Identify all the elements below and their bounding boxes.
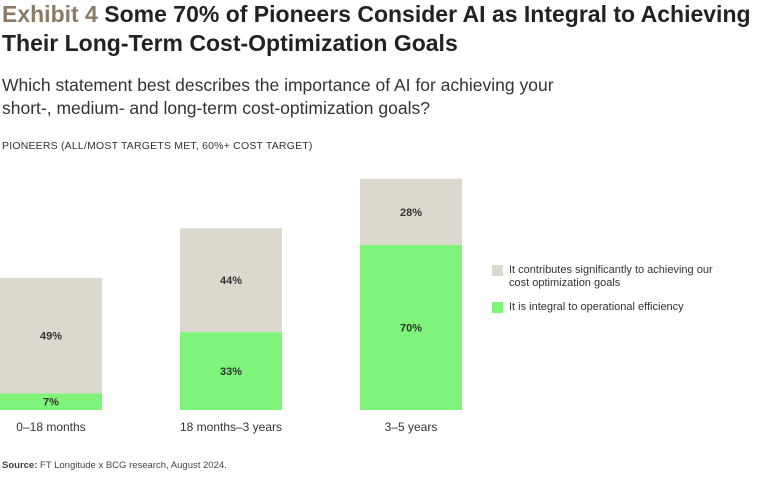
source-prefix: Source: bbox=[2, 460, 38, 471]
bar-value-label: 70% bbox=[400, 322, 422, 334]
legend-swatch-contributes bbox=[492, 265, 503, 276]
bar-segment-contributes bbox=[360, 178, 462, 245]
source-text: FT Longitude x BCG research, August 2024… bbox=[40, 460, 227, 471]
bar-segment-integral bbox=[360, 244, 462, 410]
bar-value-label: 7% bbox=[43, 397, 59, 409]
bar-value-label: 44% bbox=[220, 275, 242, 287]
bar-segment-integral bbox=[0, 393, 102, 410]
survey-question: Which statement best describes the impor… bbox=[2, 75, 554, 118]
bar-value-label: 33% bbox=[220, 366, 242, 378]
bar-segment-integral bbox=[180, 332, 282, 410]
bar-value-label: 28% bbox=[400, 207, 422, 219]
x-tick-label: 18 months–3 years bbox=[180, 420, 282, 434]
title-text: Some 70% of Pioneers Consider AI as Inte… bbox=[2, 1, 751, 56]
x-tick-label: 0–18 months bbox=[16, 420, 85, 434]
bar-segment-contributes bbox=[0, 277, 102, 394]
bar-segment-contributes bbox=[180, 228, 282, 333]
legend-label-integral: It is integral to operational efficiency bbox=[509, 301, 684, 313]
legend-item-contributes: It contributes significantly to achievin… bbox=[492, 264, 732, 290]
x-tick-label: 3–5 years bbox=[385, 420, 438, 434]
legend: It contributes significantly to achievin… bbox=[492, 264, 732, 325]
respondent-group-label: PIONEERS (ALL/MOST TARGETS MET, 60%+ COS… bbox=[2, 140, 313, 152]
exhibit-label: Exhibit 4 bbox=[2, 1, 98, 27]
source-note: Source: FT Longitude x BCG research, Aug… bbox=[2, 460, 227, 471]
legend-swatch-integral bbox=[492, 302, 503, 313]
legend-item-integral: It is integral to operational efficiency bbox=[492, 301, 732, 314]
chart-title: Exhibit 4 Some 70% of Pioneers Consider … bbox=[2, 0, 766, 58]
legend-label-contributes: It contributes significantly to achievin… bbox=[509, 264, 713, 289]
bar-value-label: 49% bbox=[40, 331, 62, 343]
